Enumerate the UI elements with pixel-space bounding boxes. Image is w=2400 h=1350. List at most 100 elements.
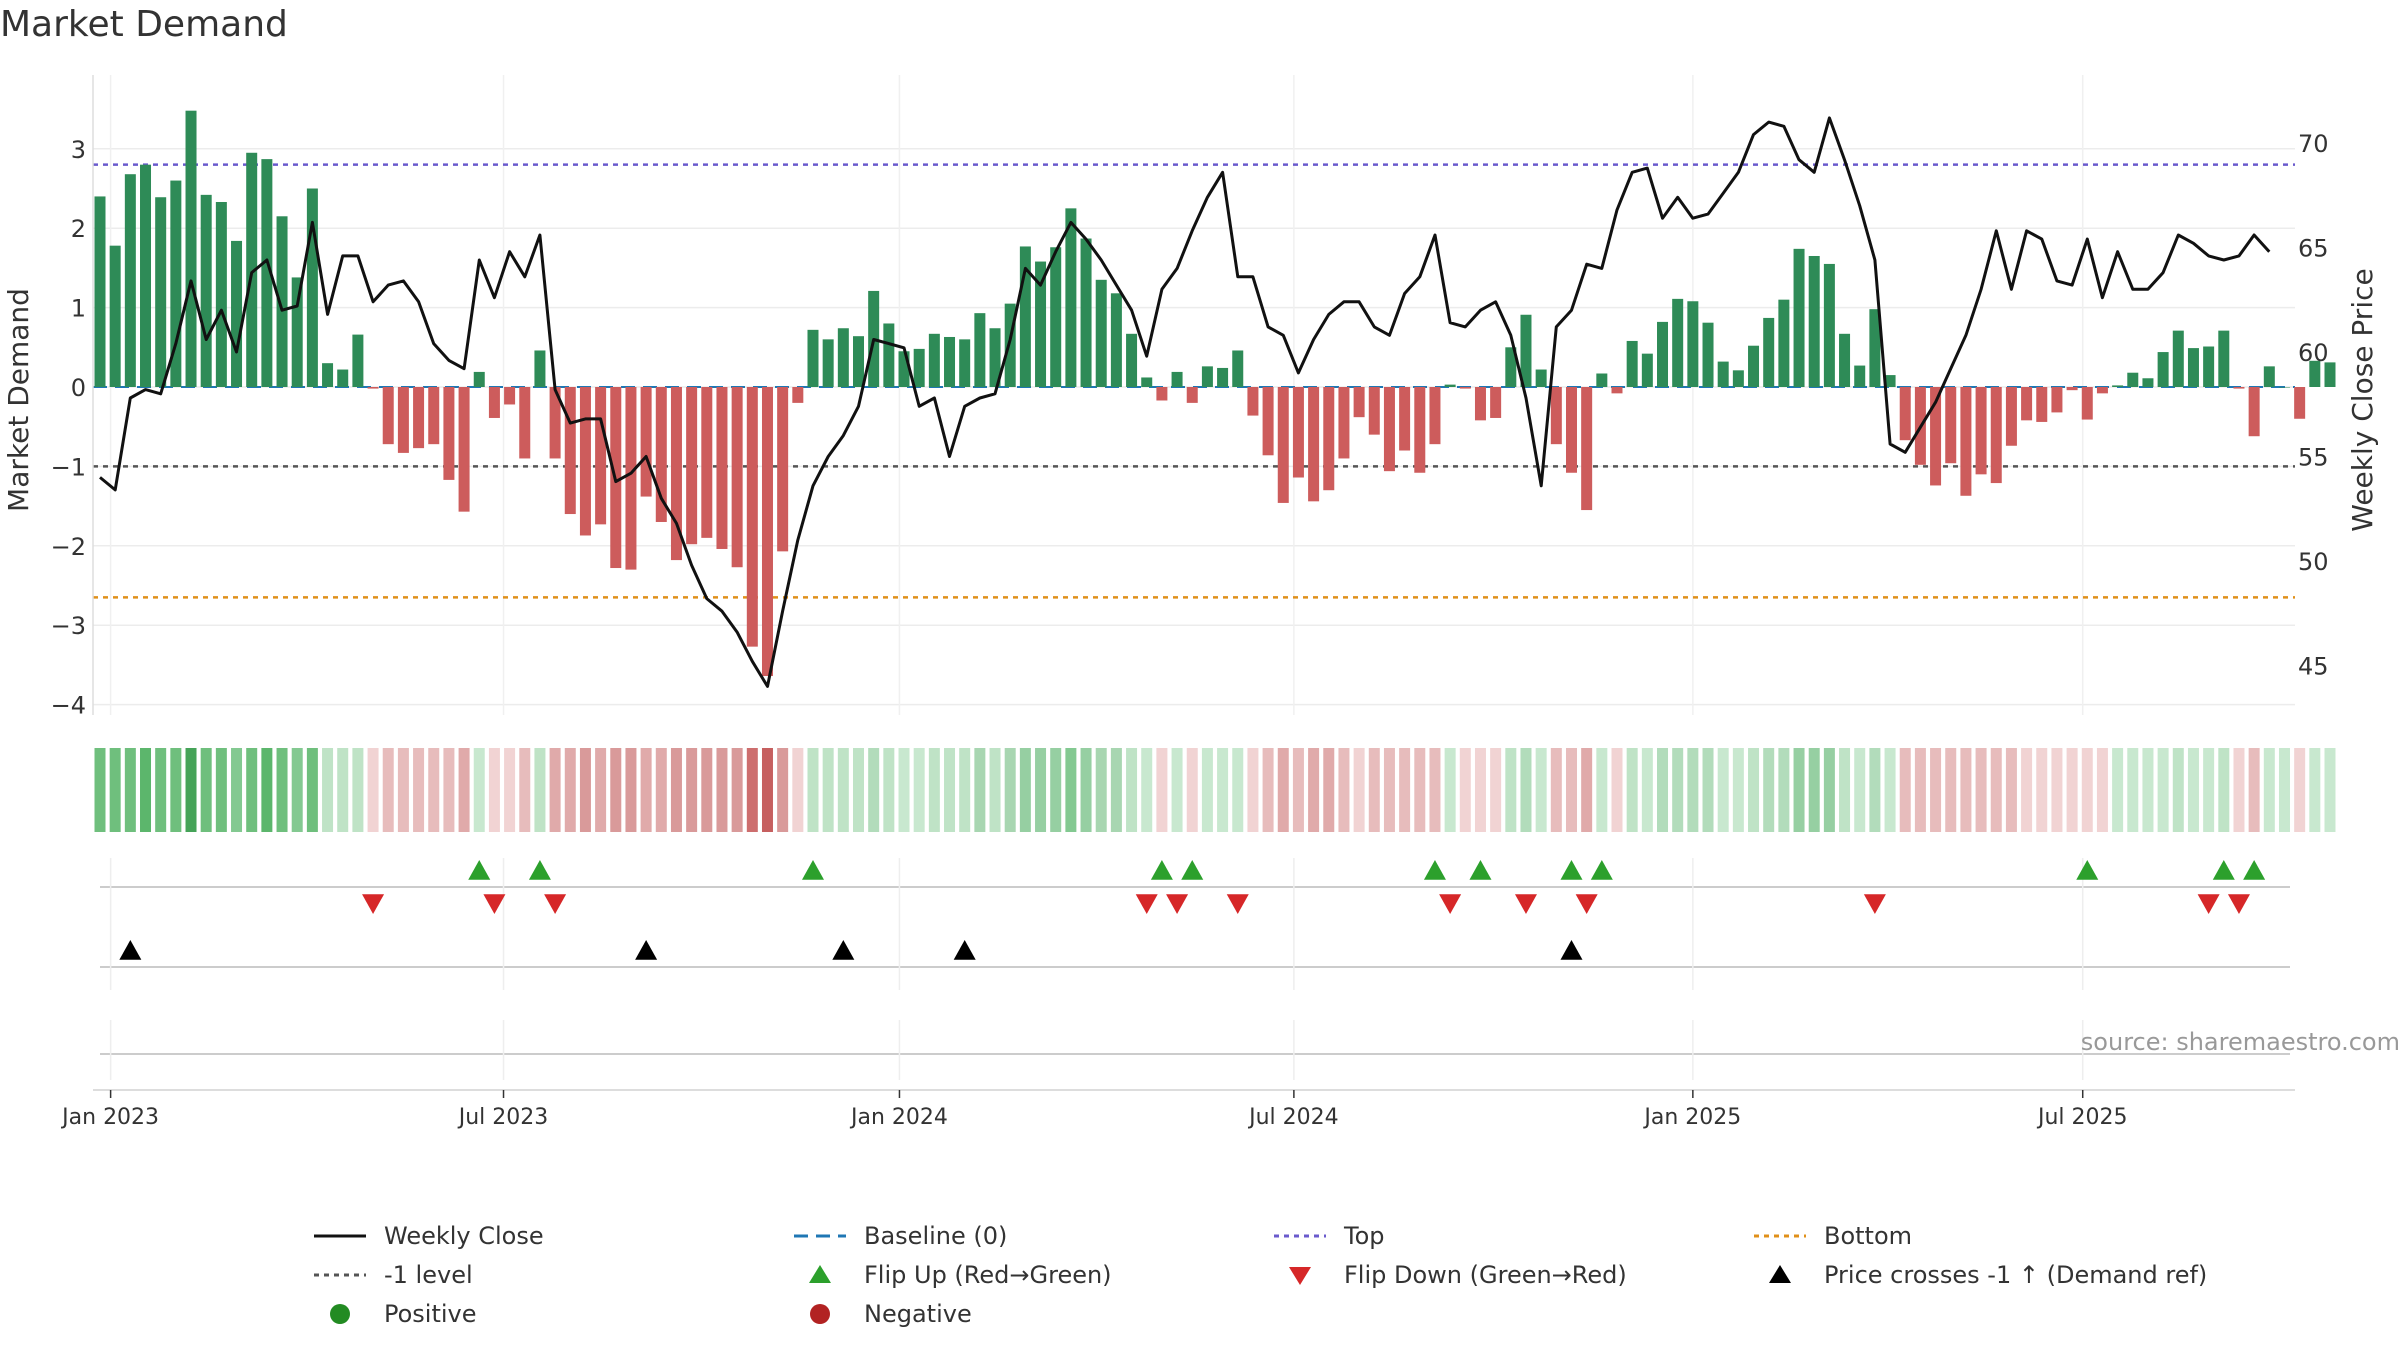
demand-bar-negative xyxy=(1399,387,1411,451)
heat-strip-cell xyxy=(1808,748,1820,832)
demand-bar-negative xyxy=(2051,387,2063,413)
legend-label: Negative xyxy=(864,1300,972,1328)
demand-bar-positive xyxy=(974,313,986,387)
demand-bar-positive xyxy=(1035,261,1047,387)
heat-strip-cell xyxy=(94,748,106,832)
heat-strip-cell xyxy=(413,748,425,832)
heat-strip-cell xyxy=(989,748,1001,832)
demand-bar-negative xyxy=(1474,387,1486,421)
demand-bar-negative xyxy=(428,387,440,445)
demand-bar-positive xyxy=(2112,385,2124,387)
demand-bar-negative xyxy=(519,387,531,459)
flip-up-marker xyxy=(2212,860,2235,880)
demand-bar-positive xyxy=(2142,378,2154,387)
demand-bar-positive xyxy=(124,174,136,387)
y2-tick-label: 50 xyxy=(2298,548,2329,576)
demand-bar-negative xyxy=(746,387,758,647)
heat-strip-cell xyxy=(488,748,500,832)
legend-label: Positive xyxy=(384,1300,477,1328)
legend-symbol-cross xyxy=(1769,1265,1791,1283)
heat-strip-cell xyxy=(1611,748,1623,832)
heat-strip-cell xyxy=(1050,748,1062,832)
heat-strip-cell xyxy=(655,748,667,832)
legend-item-negative: Negative xyxy=(790,1296,972,1332)
x-tick-label: Jan 2023 xyxy=(60,1105,159,1130)
heat-strip-cell xyxy=(1672,748,1684,832)
y-tick-label: 2 xyxy=(71,215,86,243)
legend-symbol-bottom xyxy=(1754,1234,1806,1238)
demand-heat-strip xyxy=(94,748,2336,832)
demand-bar-positive xyxy=(1110,293,1122,387)
price-cross-marker xyxy=(953,940,976,960)
demand-bar-positive xyxy=(1019,246,1031,387)
heat-strip-cell xyxy=(2066,748,2078,832)
demand-bar-negative xyxy=(2248,387,2260,437)
heat-strip-cell xyxy=(1019,748,1031,832)
heat-strip-cell xyxy=(1383,748,1395,832)
heat-strip-cell xyxy=(883,748,895,832)
demand-bar-positive xyxy=(1095,279,1107,387)
heat-strip-cell xyxy=(367,748,379,832)
legend-symbol-positive xyxy=(330,1304,350,1324)
heat-strip-cell xyxy=(670,748,682,832)
flip-down-marker xyxy=(483,894,506,914)
x-tick-label: Jul 2025 xyxy=(2036,1105,2128,1130)
legend-symbol-flipdown xyxy=(1289,1267,1311,1285)
heat-strip-cell xyxy=(686,748,698,832)
demand-bar-positive xyxy=(1217,367,1229,387)
heat-strip-cell xyxy=(701,748,713,832)
flip-up-marker xyxy=(1423,860,1446,880)
heat-strip-cell xyxy=(1368,748,1380,832)
heat-strip-cell xyxy=(1596,748,1608,832)
heat-strip-cell xyxy=(1793,748,1805,832)
demand-bar-positive xyxy=(2263,366,2275,387)
heat-strip-cell xyxy=(1035,748,1047,832)
demand-bar-positive xyxy=(853,336,864,387)
demand-bar-positive xyxy=(2127,372,2139,387)
flip-up-marker xyxy=(1469,860,1492,880)
demand-bar-negative xyxy=(1338,387,1350,459)
heat-strip-cell xyxy=(853,748,864,832)
demand-bar-positive xyxy=(1748,345,1760,387)
flip-up-marker xyxy=(468,860,491,880)
y-tick-label: −4 xyxy=(51,692,86,720)
heat-strip-cell xyxy=(2051,748,2063,832)
heat-strip-cell xyxy=(2248,748,2260,832)
legend-symbol-baseline xyxy=(794,1234,846,1238)
heat-strip-cell xyxy=(1217,748,1229,832)
y2-tick-label: 60 xyxy=(2298,339,2329,367)
demand-bar-positive xyxy=(352,334,364,387)
demand-bar-negative xyxy=(670,387,682,561)
heat-strip-cell xyxy=(2172,748,2184,832)
demand-bar-positive xyxy=(215,201,227,387)
demand-bar-positive xyxy=(1596,373,1608,387)
heat-strip-cell xyxy=(1247,748,1259,832)
x-tick-label: Jul 2024 xyxy=(1247,1105,1339,1130)
demand-bar-positive xyxy=(1672,298,1684,387)
flip-down-marker xyxy=(2227,894,2250,914)
legend-symbol-top xyxy=(1274,1234,1326,1238)
demand-bar-negative xyxy=(549,387,561,459)
demand-bar-positive xyxy=(959,339,971,387)
legend-item-cross: Price crosses -1 ↑ (Demand ref) xyxy=(1750,1257,2207,1293)
demand-bar-negative xyxy=(1323,387,1335,491)
y2-tick-label: 55 xyxy=(2298,444,2329,472)
x-tick-label: Jul 2023 xyxy=(457,1105,549,1130)
demand-bar-negative xyxy=(382,387,394,445)
flip-down-marker xyxy=(1166,894,1189,914)
demand-bar-negative xyxy=(1368,387,1380,435)
demand-bar-positive xyxy=(1171,371,1183,387)
legend-item-positive: Positive xyxy=(310,1296,477,1332)
heat-strip-cell xyxy=(2081,748,2093,832)
heat-strip-cell xyxy=(504,748,516,832)
y-tick-label: 3 xyxy=(71,136,86,164)
demand-bar-negative xyxy=(1383,387,1395,472)
heat-strip-cell xyxy=(261,748,273,832)
demand-bar-negative xyxy=(2294,387,2306,419)
heat-strip-cell xyxy=(1232,748,1244,832)
demand-bar-positive xyxy=(1808,255,1820,387)
demand-bar-negative xyxy=(1414,387,1426,473)
heat-strip-cell xyxy=(1308,748,1320,832)
heat-strip-cell xyxy=(1641,748,1653,832)
y-tick-label: 1 xyxy=(71,295,86,323)
